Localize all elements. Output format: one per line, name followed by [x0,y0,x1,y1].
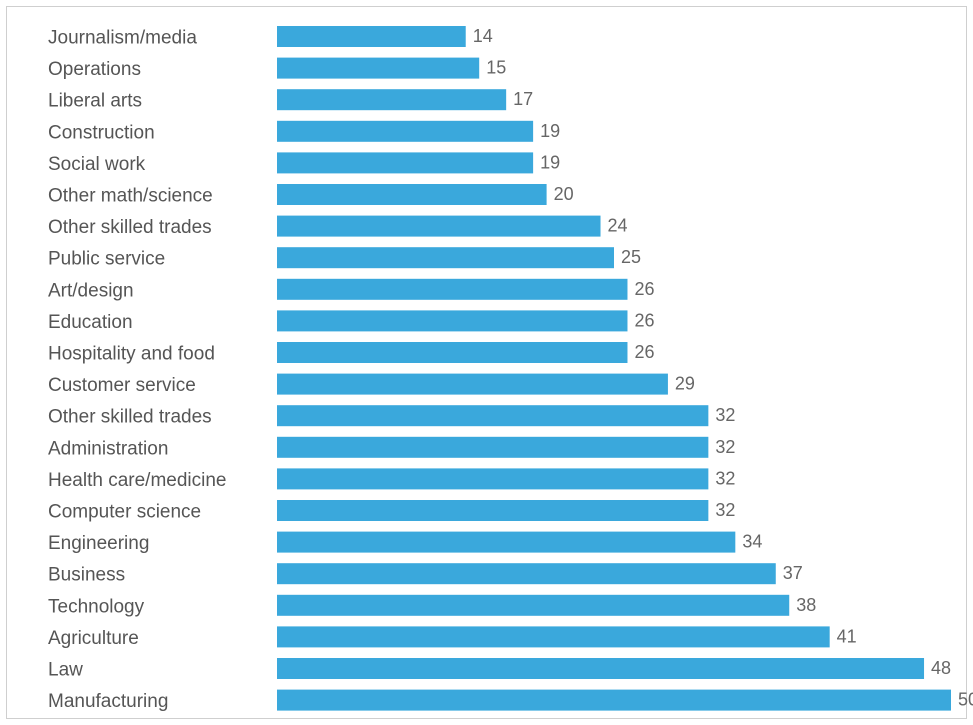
value-label: 25 [621,247,641,267]
category-label: Engineering [48,533,149,554]
category-label: Technology [48,596,145,617]
category-label: Liberal arts [48,91,142,112]
bar [277,57,480,79]
category-label: Art/design [48,280,134,301]
value-label: 48 [931,658,951,678]
value-label: 19 [540,121,560,141]
value-label: 37 [783,563,803,583]
value-label: 32 [715,500,735,520]
value-label: 32 [715,437,735,457]
category-label: Law [48,660,83,681]
bar [277,342,628,363]
category-label: Health care/medicine [48,470,226,491]
value-label: 17 [513,89,533,109]
category-label: Manufacturing [48,691,168,712]
value-label: 19 [540,152,560,172]
category-label: Computer science [48,502,201,523]
bar [277,247,614,269]
value-label: 24 [608,216,628,236]
category-label: Education [48,312,133,333]
bar [277,152,534,174]
bar [277,373,668,395]
bar [277,594,790,616]
bar [277,215,601,237]
value-label: 32 [715,468,735,488]
bar [277,658,925,679]
category-label: Agriculture [48,628,139,649]
value-label: 34 [742,532,762,552]
value-label: 29 [675,374,695,394]
bar [277,310,628,332]
bar [277,436,709,458]
category-label: Other skilled trades [48,407,212,428]
category-label: Construction [48,122,155,143]
bar [277,500,709,521]
bar [277,278,628,300]
category-label: Public service [48,249,165,270]
value-label: 14 [473,26,493,46]
category-label: Journalism/media [48,28,197,49]
category-label: Social work [48,154,146,175]
bar [277,563,776,585]
bar [277,405,709,427]
bar [277,120,534,142]
bar [277,626,830,648]
value-label: 26 [634,310,654,330]
bar [277,89,507,111]
value-label: 15 [486,58,506,78]
value-label: 26 [634,342,654,362]
category-label: Other skilled trades [48,217,212,238]
category-label: Administration [48,438,168,459]
category-label: Operations [48,59,141,80]
bar [277,689,951,711]
bar [277,184,547,205]
bar [277,531,736,553]
bar [277,26,466,47]
category-label: Customer service [48,375,196,396]
value-label: 50 [958,690,973,710]
value-label: 20 [554,184,574,204]
category-label: Hospitality and food [48,344,215,365]
value-label: 41 [837,626,857,646]
value-label: 38 [796,595,816,615]
value-label: 26 [634,279,654,299]
category-label: Other math/science [48,186,213,207]
bar [277,468,709,490]
category-label: Business [48,565,125,586]
value-label: 32 [715,405,735,425]
